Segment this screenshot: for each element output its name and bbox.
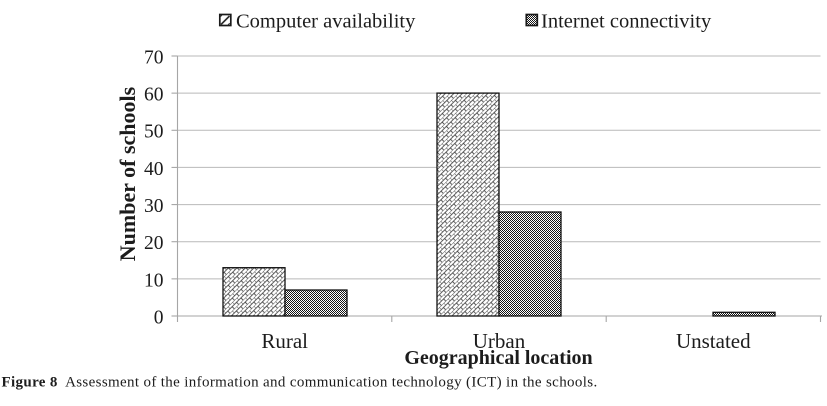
svg-text:20: 20 — [144, 233, 164, 254]
svg-text:30: 30 — [144, 196, 164, 217]
svg-text:10: 10 — [144, 270, 164, 291]
svg-text:0: 0 — [154, 307, 164, 328]
svg-text:40: 40 — [144, 159, 164, 180]
svg-text:Rural: Rural — [261, 329, 308, 353]
svg-text:Urban: Urban — [473, 329, 526, 353]
svg-text:Computer availability: Computer availability — [236, 10, 416, 32]
svg-text:60: 60 — [144, 85, 164, 106]
svg-text:70: 70 — [144, 47, 164, 68]
svg-text:Internet connectivity: Internet connectivity — [541, 10, 712, 32]
svg-text:Unstated: Unstated — [676, 329, 751, 353]
svg-text:Number of schools: Number of schools — [115, 86, 140, 261]
svg-text:50: 50 — [144, 122, 164, 143]
svg-text:Figure 8 Assessment of the in: Figure 8 Assessment of the information a… — [2, 375, 598, 391]
svg-text:Geographical location: Geographical location — [404, 347, 592, 369]
